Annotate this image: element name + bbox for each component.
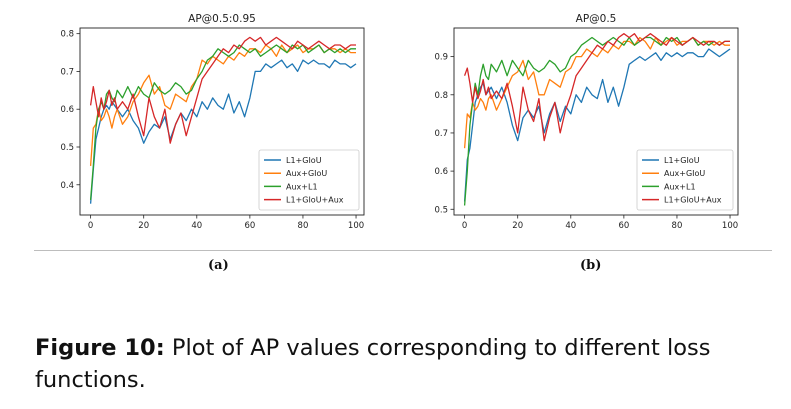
x-tick-label: 100 — [722, 221, 738, 231]
legend-label: Aux+L1 — [286, 182, 318, 191]
plot-frame — [453, 27, 739, 216]
legend-label: L1+GIoU+Aux — [286, 196, 344, 205]
plot-frame — [79, 27, 365, 216]
series-line-l1-giou-aux — [89, 36, 356, 144]
x-tick-label: 20 — [138, 221, 149, 231]
series-group — [89, 36, 357, 204]
x-tick-label: 40 — [191, 221, 202, 231]
x-tick-label: 20 — [512, 221, 523, 231]
series-group — [463, 33, 731, 206]
chart-panel-a: AP@0.5:0.95 0 20 40 60 80 100 0.4 0.5 0.6 0.7 0.8 L1… — [28, 10, 378, 242]
x-tick-label: 100 — [348, 221, 364, 231]
series-line-aux-giou — [89, 44, 356, 166]
y-tick-label: 0.6 — [60, 105, 74, 115]
ap-0.5-chart: AP@0.5 0 20 40 60 80 100 0.5 0.6 0.7 0.8 0.9 L1+GIoU… — [434, 13, 739, 231]
ap-0.5-0.95-chart: AP@0.5:0.95 0 20 40 60 80 100 0.4 0.5 0.6 0.7 0.8 L1… — [60, 13, 365, 231]
legend: L1+GIoU Aux+GIoU Aux+L1 L1+GIoU+Aux — [636, 149, 734, 211]
series-line-l1-giou-aux — [463, 33, 730, 142]
legend-label: L1+GIoU — [664, 156, 700, 165]
subfigure-label-b: (b) — [580, 258, 602, 273]
y-tick-label: 0.5 — [60, 143, 74, 153]
chart-panel-b: AP@0.5 0 20 40 60 80 100 0.5 0.6 0.7 0.8 0.9 L1+GIoU… — [412, 10, 752, 242]
caption-label: Figure 10: — [35, 335, 165, 361]
series-line-aux-giou — [463, 36, 730, 149]
legend-box — [258, 149, 360, 211]
legend-label: Aux+L1 — [664, 182, 696, 191]
x-tick-label: 0 — [462, 221, 467, 231]
x-tick-label: 0 — [88, 221, 93, 231]
figure-caption: Figure 10: Plot of AP values correspondi… — [35, 332, 755, 396]
y-tick-label: 0.8 — [434, 91, 448, 101]
legend-label: Aux+GIoU — [664, 169, 705, 178]
legend: L1+GIoU Aux+GIoU Aux+L1 L1+GIoU+Aux — [258, 149, 360, 211]
legend-box — [636, 149, 734, 211]
caption-text: Plot of AP values corresponding to diffe… — [35, 335, 711, 393]
y-tick-label: 0.5 — [434, 205, 448, 215]
divider-line — [34, 250, 772, 251]
y-tick-label: 0.7 — [434, 129, 448, 139]
y-tick-label: 0.6 — [434, 167, 448, 177]
series-line-l1-giou — [89, 59, 357, 204]
x-tick-label: 80 — [298, 221, 309, 231]
y-tick-label: 0.9 — [434, 53, 448, 63]
legend-label: L1+GIoU+Aux — [664, 196, 722, 205]
x-tick-label: 60 — [618, 221, 629, 231]
x-tick-label: 60 — [244, 221, 255, 231]
legend-label: Aux+GIoU — [286, 169, 327, 178]
x-tick-label: 40 — [565, 221, 576, 231]
legend-label: L1+GIoU — [286, 156, 322, 165]
y-tick-label: 0.7 — [60, 67, 74, 77]
chart-title: AP@0.5:0.95 — [188, 13, 256, 25]
x-tick-label: 80 — [672, 221, 683, 231]
y-tick-label: 0.8 — [60, 30, 74, 40]
y-tick-label: 0.4 — [60, 181, 74, 191]
subfigure-label-a: (a) — [208, 258, 229, 273]
chart-title: AP@0.5 — [576, 13, 617, 25]
